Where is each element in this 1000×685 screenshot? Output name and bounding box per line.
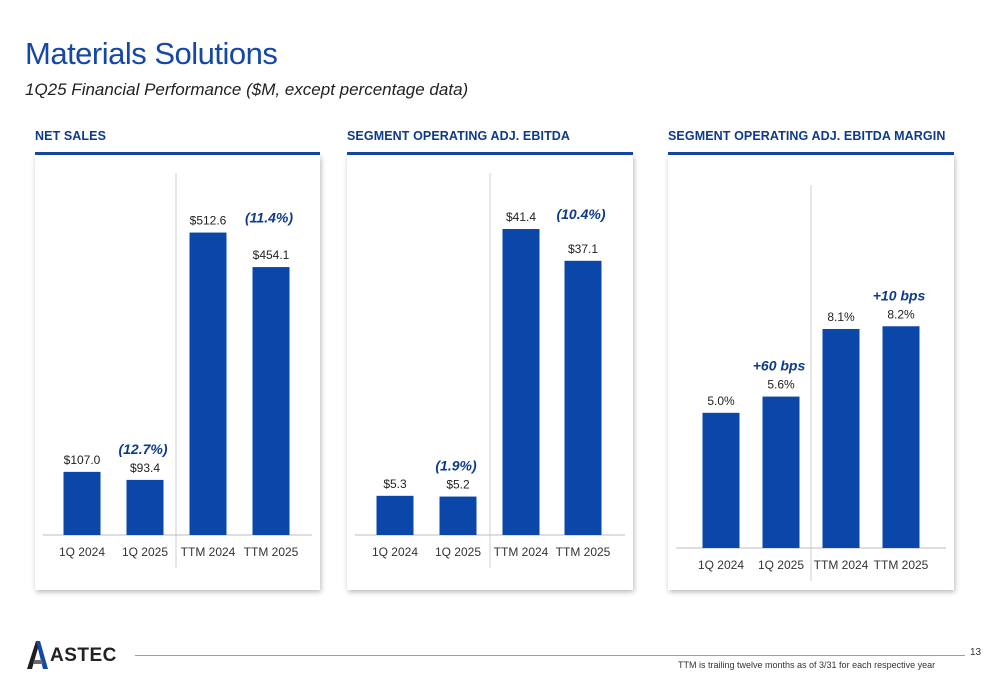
net-sales-bar (252, 267, 290, 535)
adj-ebitda-chart: $5.3 1Q 2024 $5.2 1Q 2025 $41.4 TTM 2024 $37.1… (347, 155, 633, 590)
net-sales-chart: $107.0 1Q 2024 $93.4 1Q 2025 $512.6 TTM 2024 $… (35, 155, 320, 590)
adj-ebitda-x-tick-label: 1Q 2025 (435, 545, 481, 559)
footer-rule (135, 655, 965, 656)
net-sales-bar (63, 471, 101, 535)
ebitda-margin-x-tick-label: TTM 2024 (814, 558, 869, 572)
ebitda-margin-value-label: 8.1% (827, 310, 855, 324)
net-sales-title-rule (35, 152, 320, 155)
ebitda-margin-bar (882, 326, 920, 548)
ebitda-margin-value-label: 8.2% (887, 307, 915, 321)
adj-ebitda-x-tick-label: TTM 2025 (556, 545, 611, 559)
ebitda-margin-bar (822, 328, 860, 548)
net-sales-value-label: $107.0 (64, 453, 101, 467)
astec-logo-icon (27, 641, 48, 669)
net-sales-x-tick-label: TTM 2024 (181, 545, 236, 559)
ebitda-margin-x-tick-label: TTM 2025 (874, 558, 929, 572)
adj-ebitda-bar (502, 229, 540, 535)
net-sales-x-tick-label: 1Q 2025 (122, 545, 168, 559)
adj-ebitda-x-tick-label: 1Q 2024 (372, 545, 418, 559)
logo-wordmark: ASTEC (50, 645, 117, 666)
net-sales-value-label: $93.4 (130, 461, 160, 475)
net-sales-change-annotation: (12.7%) (118, 441, 167, 457)
adj-ebitda-bar (376, 495, 414, 535)
net-sales-value-label: $512.6 (190, 214, 227, 228)
ebitda-margin-chart: 5.0% 1Q 2024 5.6% 1Q 2025 8.1% TTM 2024 8.2% TT… (668, 155, 954, 590)
adj-ebitda-title-rule (347, 152, 633, 155)
ebitda-margin-change-annotation: +10 bps (873, 287, 926, 303)
ebitda-margin-x-tick-label: 1Q 2024 (698, 558, 744, 572)
adj-ebitda-change-annotation: (1.9%) (435, 458, 477, 474)
page-title: Materials Solutions (25, 36, 278, 71)
page-subtitle: 1Q25 Financial Performance ($M, except p… (25, 80, 469, 99)
ebitda-margin-title-rule (668, 152, 954, 155)
ebitda-margin-bar (702, 412, 740, 548)
footnote: TTM is trailing twelve months as of 3/31… (678, 660, 936, 670)
net-sales-change-annotation: (11.4%) (245, 210, 293, 226)
ebitda-margin-svg: 5.0% 1Q 2024 5.6% 1Q 2025 8.1% TTM 2024 8.2% TT… (676, 185, 946, 581)
net-sales-title: NET SALES (35, 129, 107, 143)
adj-ebitda-change-annotation: (10.4%) (556, 206, 605, 222)
ebitda-margin-bar (762, 396, 800, 548)
net-sales-x-tick-label: TTM 2025 (244, 545, 299, 559)
adj-ebitda-value-label: $41.4 (506, 210, 536, 224)
adj-ebitda-svg: $5.3 1Q 2024 $5.2 1Q 2025 $41.4 TTM 2024 $37.1… (355, 173, 625, 568)
adj-ebitda-value-label: $5.2 (446, 478, 470, 492)
adj-ebitda-title: SEGMENT OPERATING ADJ. EBITDA (347, 129, 571, 143)
net-sales-svg: $107.0 1Q 2024 $93.4 1Q 2025 $512.6 TTM 2024 $… (43, 173, 312, 568)
net-sales-bar (189, 232, 227, 535)
adj-ebitda-value-label: $37.1 (568, 242, 598, 256)
page-number: 13 (970, 647, 982, 658)
ebitda-margin-title: SEGMENT OPERATING ADJ. EBITDA MARGIN (668, 129, 946, 143)
ebitda-margin-value-label: 5.6% (767, 378, 795, 392)
adj-ebitda-bar (439, 496, 477, 535)
adj-ebitda-bar (564, 260, 602, 535)
net-sales-value-label: $454.1 (253, 248, 290, 262)
adj-ebitda-x-tick-label: TTM 2024 (494, 545, 549, 559)
net-sales-bar (126, 479, 164, 535)
ebitda-margin-change-annotation: +60 bps (753, 358, 806, 374)
adj-ebitda-value-label: $5.3 (383, 477, 407, 491)
net-sales-x-tick-label: 1Q 2024 (59, 545, 105, 559)
ebitda-margin-x-tick-label: 1Q 2025 (758, 558, 804, 572)
ebitda-margin-value-label: 5.0% (707, 394, 735, 408)
